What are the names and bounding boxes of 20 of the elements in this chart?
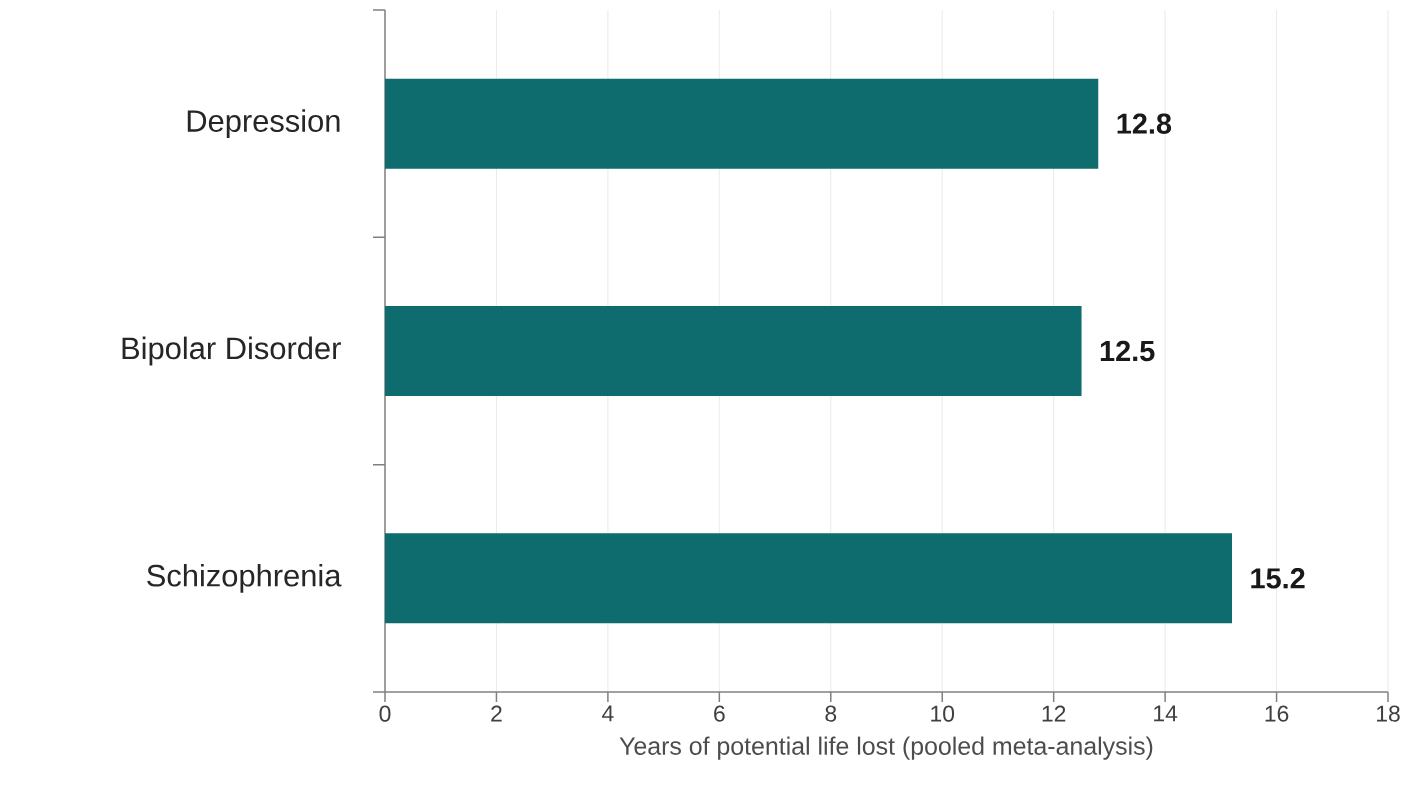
data-label: 15.2 (1251, 568, 1305, 589)
x-tick-label: 16 (1265, 705, 1289, 722)
x-tick-label: 4 (602, 705, 614, 722)
y-tick-label: Bipolar Disorder (122, 336, 341, 366)
x-tick-label: 2 (491, 705, 502, 722)
x-tick-label: 6 (714, 705, 725, 722)
bar (385, 78, 1099, 169)
x-tick-label: 14 (1154, 705, 1178, 722)
data-label: 12.5 (1100, 340, 1155, 362)
bar (385, 306, 1082, 397)
x-tick-label: 18 (1377, 705, 1400, 722)
x-tick-label: 10 (931, 705, 955, 722)
x-tick-label: 12 (1042, 705, 1066, 722)
x-tick-label: 8 (825, 705, 837, 722)
data-label: 12.8 (1117, 113, 1172, 134)
x-tick-label: 0 (379, 705, 391, 722)
y-tick-label: Depression (187, 109, 340, 139)
x-axis-title: Years of potential life lost (pooled meta-analysis) (619, 736, 1153, 760)
y-tick-label: Schizophrenia (147, 563, 342, 593)
bar (385, 533, 1232, 624)
